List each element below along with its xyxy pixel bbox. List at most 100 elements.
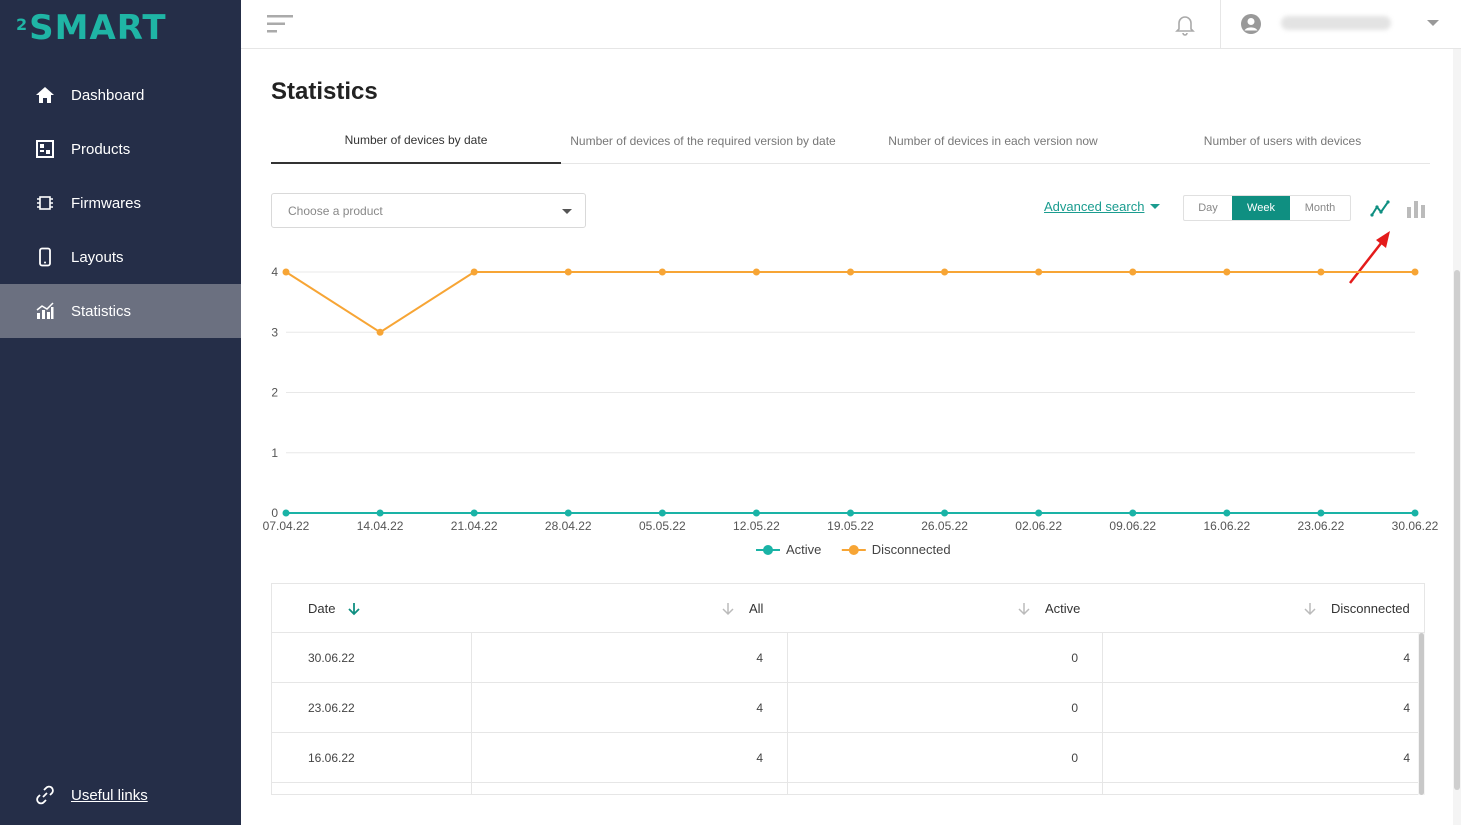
sort-arrow-down-icon[interactable]: [347, 602, 361, 616]
data-point: [1129, 509, 1137, 517]
data-point: [752, 268, 760, 276]
line-chart-icon[interactable]: [1369, 198, 1391, 220]
x-tick-label: 19.05.22: [827, 519, 874, 533]
table-scrollbar-thumb[interactable]: [1419, 633, 1424, 795]
table-header: Date All Active Di: [272, 584, 1424, 633]
sidebar: 2 SMART Dashboard Products Firmwares: [0, 0, 241, 825]
products-icon: [34, 138, 56, 160]
x-tick-label: 14.04.22: [357, 519, 404, 533]
cell-date: 30.06.22: [308, 651, 355, 665]
data-point: [1317, 509, 1325, 517]
cell-date: 16.06.22: [308, 751, 355, 765]
header-active[interactable]: Active: [1017, 584, 1080, 633]
stats-table: Date All Active Di: [271, 583, 1425, 795]
series-line-disconnected: [285, 271, 1415, 334]
devices-line-chart: 0 1 2 3 4 07.04.22 14.04.22 21.04.22 28.04.22 05.…: [263, 265, 1439, 557]
useful-links-label: Useful links: [71, 786, 148, 804]
x-tick-label: 26.05.22: [921, 519, 968, 533]
data-point: [1223, 268, 1231, 276]
bar-chart-icon[interactable]: [1405, 198, 1427, 220]
x-tick-label: 09.06.22: [1109, 519, 1156, 533]
sidebar-item-label: Dashboard: [71, 86, 145, 104]
caret-down-icon: [1150, 204, 1161, 209]
sidebar-item-layouts[interactable]: Layouts: [0, 230, 241, 284]
x-tick-label: 16.06.22: [1203, 519, 1250, 533]
sort-arrow-down-icon[interactable]: [1303, 602, 1317, 616]
x-tick-label: 02.06.22: [1015, 519, 1062, 533]
statistics-icon: [34, 300, 56, 322]
product-select-placeholder: Choose a product: [288, 203, 383, 218]
home-icon: [34, 84, 56, 106]
cell-all: 4: [756, 751, 763, 765]
x-tick-label: 05.05.22: [639, 519, 686, 533]
tab-devices-by-date[interactable]: Number of devices by date: [271, 118, 561, 164]
data-point: [282, 268, 290, 276]
logo-text: SMART: [29, 8, 167, 48]
logo[interactable]: 2 SMART: [16, 8, 167, 48]
header-date[interactable]: Date: [308, 584, 361, 633]
tab-users-with-devices[interactable]: Number of users with devices: [1203, 134, 1362, 148]
data-point: [1035, 509, 1043, 517]
legend-swatch-dot: [763, 545, 773, 555]
sidebar-item-label: Statistics: [71, 302, 132, 320]
table-row[interactable]: 30.06.22 4 0 4: [272, 633, 1424, 683]
stats-tabs: Number of devices by date Number of devi…: [271, 118, 1430, 164]
sidebar-item-label: Layouts: [71, 248, 124, 266]
y-tick-label: 2: [271, 386, 278, 400]
column-divider: [787, 633, 788, 794]
product-select[interactable]: Choose a product: [271, 193, 586, 228]
header-disconnected[interactable]: Disconnected: [1303, 584, 1410, 633]
data-point: [564, 509, 572, 517]
tab-devices-required-version[interactable]: Number of devices of the required versio…: [570, 134, 836, 148]
sidebar-item-statistics[interactable]: Statistics: [0, 284, 241, 338]
period-week-button[interactable]: Week: [1232, 196, 1290, 220]
sidebar-item-products[interactable]: Products: [0, 122, 241, 176]
cell-date: 23.06.22: [308, 701, 355, 715]
period-day-button[interactable]: Day: [1198, 202, 1218, 214]
menu-icon[interactable]: [267, 14, 295, 34]
y-tick-label: 3: [271, 325, 278, 339]
data-point: [941, 268, 949, 276]
table-row[interactable]: 16.06.22 4 0 4: [272, 733, 1424, 783]
sidebar-item-firmwares[interactable]: Firmwares: [0, 176, 241, 230]
x-tick-label: 21.04.22: [451, 519, 498, 533]
data-point: [658, 268, 666, 276]
column-divider: [1102, 633, 1103, 794]
advanced-search-link[interactable]: Advanced search: [1044, 199, 1161, 214]
header-all[interactable]: All: [721, 584, 763, 633]
data-point: [941, 509, 949, 517]
data-point: [470, 509, 478, 517]
cell-all: 4: [756, 701, 763, 715]
table-row[interactable]: 23.06.22 4 0 4: [272, 683, 1424, 733]
logo-superscript: 2: [16, 15, 29, 34]
header-date-label: Date: [308, 601, 336, 616]
bell-icon[interactable]: [1173, 12, 1197, 36]
data-point: [1129, 268, 1137, 276]
data-point: [847, 268, 854, 276]
data-point: [376, 509, 384, 517]
sidebar-item-label: Products: [71, 140, 131, 158]
sort-arrow-down-icon[interactable]: [1017, 602, 1031, 616]
sidebar-item-dashboard[interactable]: Dashboard: [0, 68, 241, 122]
cell-all: 4: [756, 651, 763, 665]
header-active-label: Active: [1045, 601, 1081, 616]
x-tick-label: 07.04.22: [263, 519, 310, 533]
advanced-search-label: Advanced search: [1044, 199, 1145, 214]
useful-links[interactable]: Useful links: [34, 784, 148, 806]
header-all-label: All: [749, 601, 764, 616]
data-point: [1317, 268, 1325, 276]
topbar: [241, 0, 1461, 49]
page-scrollbar-thumb[interactable]: [1454, 270, 1460, 790]
chevron-down-icon[interactable]: [1427, 20, 1439, 26]
user-email-blurred[interactable]: [1281, 16, 1391, 30]
link-icon: [34, 784, 56, 806]
sort-arrow-down-icon[interactable]: [721, 602, 735, 616]
data-point: [1035, 268, 1043, 276]
caret-down-icon: [562, 209, 572, 214]
user-icon[interactable]: [1239, 12, 1263, 36]
period-month-button[interactable]: Month: [1304, 202, 1336, 214]
tab-devices-each-version[interactable]: Number of devices in each version now: [888, 134, 1098, 148]
chip-icon: [34, 192, 56, 214]
y-tick-label: 1: [271, 446, 278, 460]
